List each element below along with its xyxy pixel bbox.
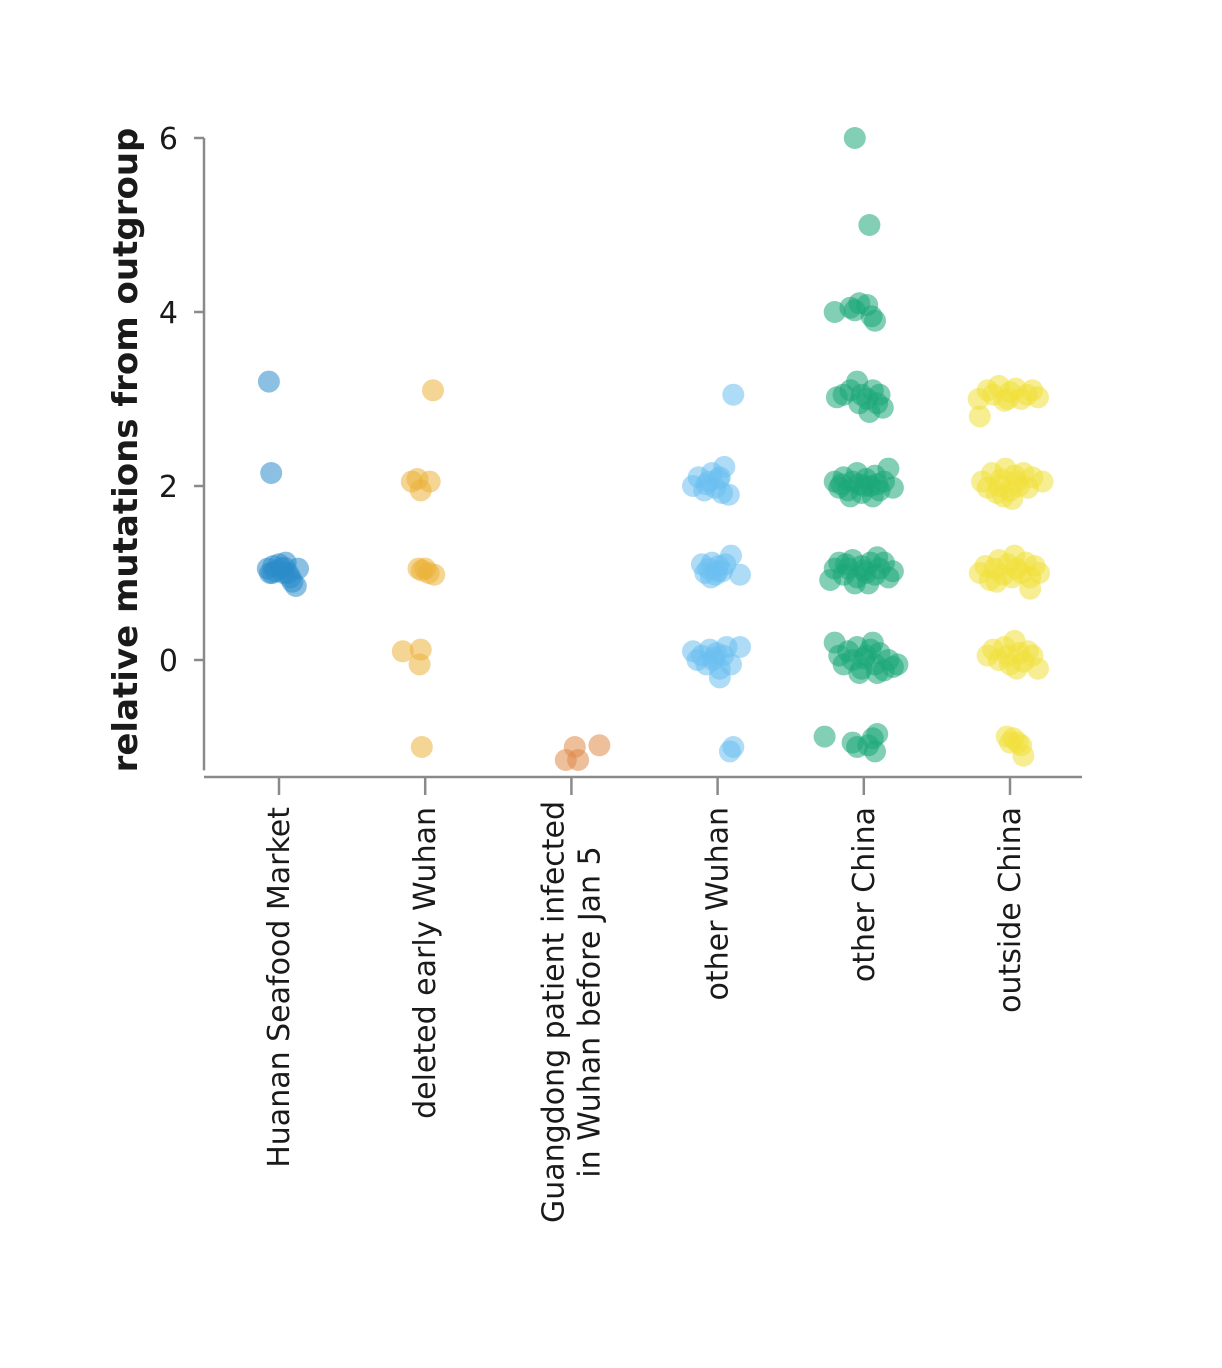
data-point bbox=[706, 560, 729, 583]
data-point bbox=[567, 749, 590, 771]
data-point bbox=[423, 563, 446, 586]
data-point bbox=[968, 405, 991, 428]
data-point bbox=[722, 383, 745, 406]
data-point bbox=[1005, 470, 1028, 493]
points-layer bbox=[256, 127, 1054, 771]
y-axis-title: relative mutations from outgroup bbox=[106, 128, 146, 773]
data-point bbox=[1005, 657, 1028, 680]
data-point bbox=[843, 127, 866, 149]
data-point bbox=[708, 466, 731, 489]
data-point bbox=[1012, 744, 1035, 767]
data-point bbox=[843, 299, 866, 322]
category-label: Huanan Seafood Market bbox=[262, 807, 297, 1168]
data-point bbox=[996, 388, 1019, 410]
y-ticks: 0 2 4 6 bbox=[159, 122, 204, 679]
data-point bbox=[408, 653, 431, 676]
data-point bbox=[881, 560, 904, 583]
data-point bbox=[588, 734, 611, 757]
data-point bbox=[866, 723, 889, 745]
data-point bbox=[1019, 577, 1042, 600]
data-point bbox=[864, 309, 886, 332]
y-tick-label: 6 bbox=[159, 122, 178, 157]
y-tick-label: 2 bbox=[159, 470, 178, 505]
data-point bbox=[834, 553, 857, 576]
category-label: deleted early Wuhan bbox=[408, 807, 443, 1119]
data-point bbox=[729, 636, 751, 658]
data-point bbox=[422, 379, 444, 402]
data-point bbox=[273, 556, 296, 579]
data-point bbox=[410, 736, 433, 758]
data-point bbox=[866, 546, 889, 569]
data-point bbox=[703, 646, 726, 669]
category-label: other Wuhan bbox=[701, 807, 736, 1000]
data-point bbox=[257, 370, 280, 393]
data-point bbox=[985, 570, 1008, 593]
x-ticks: Huanan Seafood Market deleted early Wuhan… bbox=[262, 777, 1028, 1223]
data-point bbox=[868, 383, 891, 406]
data-point bbox=[708, 666, 731, 689]
data-point bbox=[886, 653, 909, 676]
data-point bbox=[877, 457, 900, 480]
category-label: outside China bbox=[993, 807, 1028, 1013]
y-tick-label: 0 bbox=[159, 644, 178, 679]
data-point bbox=[729, 563, 751, 586]
y-tick-label: 4 bbox=[159, 296, 178, 331]
data-point bbox=[718, 740, 741, 763]
category-label: other China bbox=[847, 807, 882, 982]
data-point bbox=[720, 544, 742, 567]
data-point bbox=[391, 640, 414, 663]
data-point bbox=[858, 214, 881, 236]
data-point bbox=[848, 392, 871, 415]
axes-layer bbox=[202, 138, 1082, 779]
data-point bbox=[1027, 386, 1049, 409]
data-point bbox=[852, 647, 875, 670]
category-label: in Wuhan before Jan 5 bbox=[572, 846, 607, 1177]
data-point bbox=[830, 473, 853, 496]
data-point bbox=[813, 725, 836, 748]
data-point bbox=[260, 462, 283, 484]
data-point bbox=[866, 662, 889, 684]
data-point bbox=[852, 475, 875, 497]
data-point bbox=[717, 483, 740, 506]
data-point bbox=[1027, 657, 1049, 680]
data-point bbox=[284, 575, 307, 597]
data-point bbox=[1031, 470, 1054, 493]
data-point bbox=[987, 475, 1010, 497]
data-point bbox=[406, 468, 429, 490]
category-label: Guangdong patient infected bbox=[536, 801, 571, 1223]
data-point bbox=[1003, 544, 1026, 567]
data-point bbox=[864, 740, 886, 763]
